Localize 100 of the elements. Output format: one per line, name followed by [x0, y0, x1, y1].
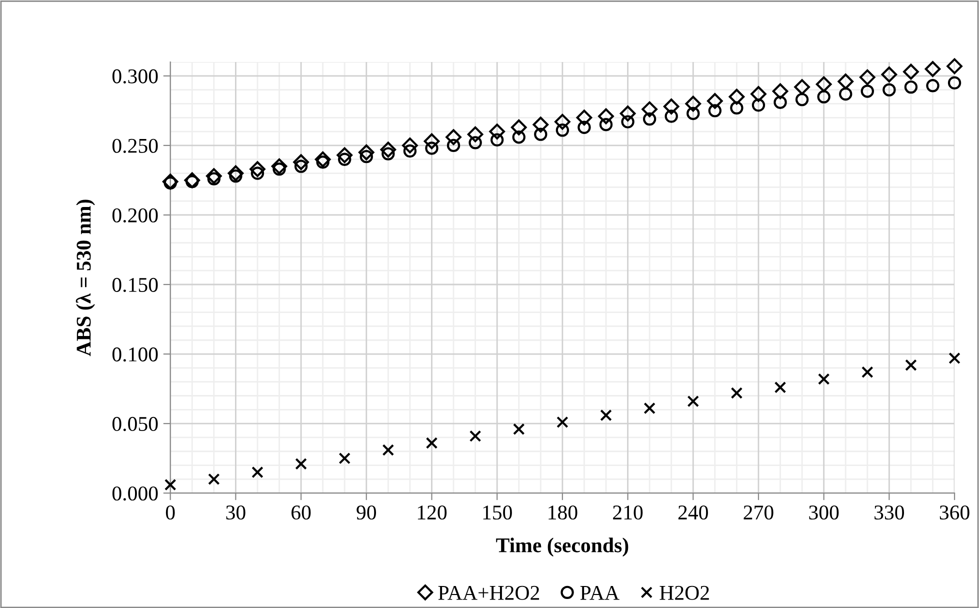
point	[924, 61, 941, 77]
point	[904, 80, 918, 94]
y-tick-label: 0.100	[112, 347, 158, 362]
point	[294, 160, 308, 173]
point	[903, 64, 919, 80]
x-tick-label: 270	[744, 505, 774, 520]
point	[490, 133, 504, 146]
x-tick-label: 90	[356, 505, 376, 520]
point	[839, 87, 852, 101]
point	[556, 416, 568, 428]
x-tick-label: 30	[226, 505, 246, 520]
point	[293, 154, 309, 170]
y-tick-label: 0.050	[112, 416, 158, 432]
point	[554, 114, 570, 130]
legend-label: H2O2	[660, 586, 709, 600]
point	[905, 359, 917, 372]
point	[861, 366, 874, 378]
y-tick-label: 0.300	[112, 69, 158, 84]
x-tick-label: 360	[940, 505, 970, 520]
point	[818, 373, 830, 385]
point	[207, 172, 221, 186]
point	[708, 104, 722, 118]
point	[774, 382, 786, 394]
point	[772, 83, 788, 100]
point	[621, 115, 634, 128]
point	[706, 93, 723, 109]
point	[620, 106, 636, 122]
x-tick-label: 240	[678, 505, 708, 520]
point	[599, 118, 613, 132]
point	[532, 116, 549, 133]
point	[512, 130, 526, 144]
point	[642, 101, 658, 118]
point	[816, 76, 832, 92]
point	[314, 151, 331, 168]
x-axis-title: Time (seconds)	[496, 538, 628, 557]
point	[228, 165, 244, 182]
point	[489, 124, 506, 140]
point	[644, 402, 656, 414]
point	[881, 66, 898, 82]
legend-label: PAA+H2O2	[438, 586, 540, 600]
point	[948, 352, 960, 364]
point	[794, 79, 810, 95]
x-tick-label: 0	[166, 505, 175, 520]
point	[600, 409, 612, 422]
point	[948, 76, 962, 90]
point	[534, 128, 548, 141]
point	[164, 478, 176, 491]
x-tick-label: 210	[613, 505, 643, 520]
point	[380, 142, 396, 158]
point	[730, 101, 744, 115]
point	[469, 430, 482, 442]
point	[882, 83, 896, 96]
point	[728, 88, 745, 105]
x-tick-label: 330	[874, 505, 904, 520]
point	[358, 144, 374, 160]
point	[206, 168, 222, 184]
point	[838, 74, 854, 90]
point	[578, 120, 591, 134]
y-tick-label: 0.200	[112, 208, 158, 222]
y-tick-label: 0.150	[112, 278, 158, 292]
x-tick-label: 120	[418, 505, 447, 520]
point	[642, 112, 656, 126]
x-tick-label: 60	[292, 505, 311, 520]
point	[403, 144, 417, 158]
point	[774, 96, 787, 109]
point	[598, 108, 614, 124]
point	[402, 138, 418, 154]
point	[336, 147, 353, 164]
point	[556, 124, 570, 137]
point	[510, 119, 527, 136]
point	[795, 92, 809, 106]
point	[446, 138, 460, 152]
point	[250, 166, 264, 180]
point	[425, 142, 438, 155]
point	[382, 444, 394, 456]
point	[360, 150, 373, 164]
point	[512, 423, 525, 436]
point	[295, 458, 307, 470]
y-tick-label: 0.250	[112, 138, 158, 153]
point	[426, 437, 438, 449]
point	[685, 96, 702, 112]
point	[467, 126, 484, 142]
x-tick-label: 300	[809, 505, 839, 520]
x-tick-label: 180	[548, 505, 578, 520]
point	[271, 158, 288, 174]
point	[859, 69, 876, 86]
point	[468, 136, 482, 150]
point	[272, 162, 286, 176]
point	[250, 161, 266, 178]
point	[424, 133, 440, 150]
point	[229, 169, 242, 183]
point	[338, 452, 351, 464]
x-tick-label: 150	[483, 505, 512, 520]
point	[946, 58, 962, 74]
y-tick-label: 0.000	[112, 486, 158, 501]
point	[208, 473, 220, 486]
point	[576, 110, 592, 126]
point	[663, 98, 680, 114]
point	[817, 90, 830, 104]
point	[860, 84, 874, 98]
